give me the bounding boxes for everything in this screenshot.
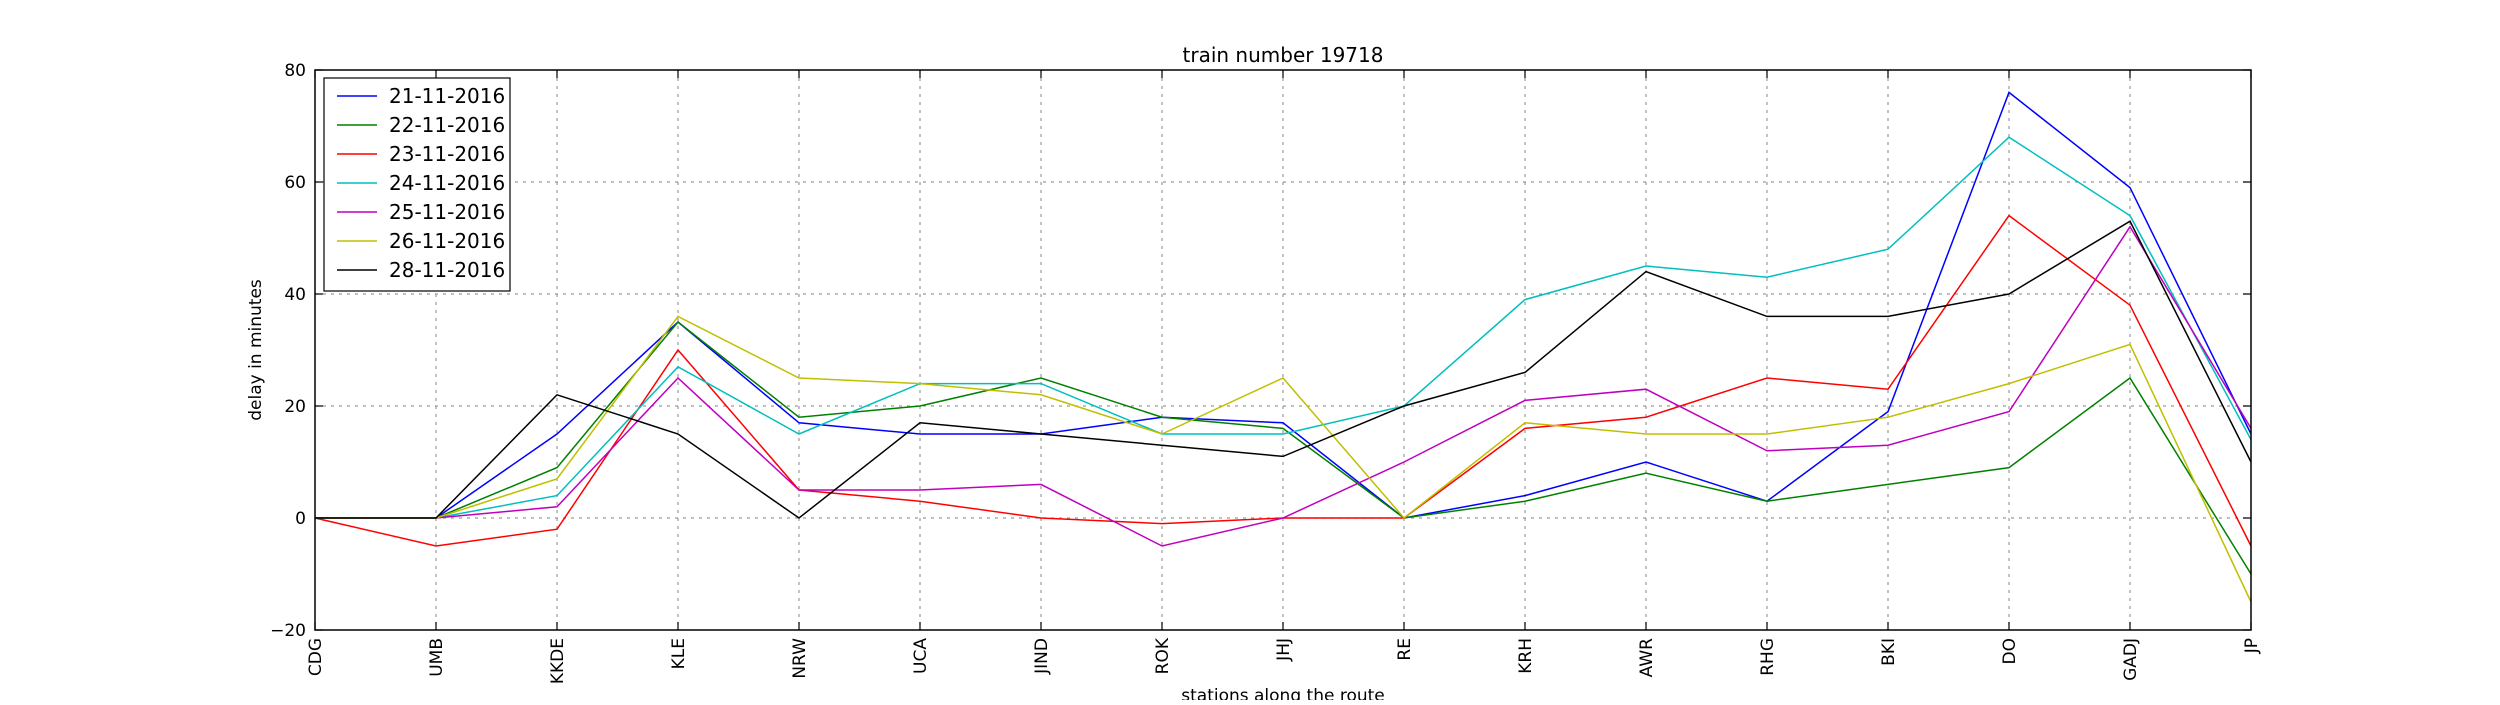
x-tick-label: KLE	[669, 638, 689, 669]
x-tick-label: UCA	[911, 638, 931, 674]
x-tick-label: BKI	[1879, 638, 1899, 666]
grid-lines	[315, 70, 2251, 630]
x-tick-label: UMB	[427, 638, 447, 677]
legend-label: 24-11-2016	[389, 171, 505, 195]
series-line-28-11-2016	[315, 220, 2252, 519]
x-tick-label: RHG	[1758, 638, 1778, 676]
y-tick-label: 40	[284, 285, 306, 305]
series-lines	[314, 91, 2252, 603]
y-tick-label: 20	[284, 397, 306, 417]
x-tick-label: GADJ	[2121, 638, 2141, 681]
x-tick-label: NRW	[790, 638, 810, 679]
x-tick-label: JHJ	[1274, 638, 1294, 662]
x-tick-label: JP	[2242, 638, 2262, 654]
series-line-21-11-2016	[315, 91, 2252, 519]
legend-label: 25-11-2016	[389, 200, 505, 224]
legend-label: 23-11-2016	[389, 142, 505, 166]
y-tick-label: 60	[284, 173, 306, 193]
legend: 21-11-2016 22-11-2016 23-11-2016 24-11-2016…	[323, 77, 511, 292]
y-tick-label: 80	[284, 61, 306, 81]
legend-label: 28-11-2016	[389, 258, 505, 282]
y-tick-label: 0	[295, 509, 306, 529]
x-tick-label: ROK	[1153, 637, 1173, 674]
legend-box	[323, 77, 511, 292]
x-tick-label: KRH	[1516, 638, 1536, 674]
x-tick-label: RE	[1395, 638, 1415, 661]
x-tick-label: JIND	[1032, 638, 1052, 675]
x-tick-label: AWR	[1637, 638, 1657, 678]
x-tick-label: CDG	[306, 638, 326, 676]
y-axis-label: delay in minutes	[246, 279, 266, 421]
x-tick-label: DO	[2000, 638, 2020, 664]
series-line-26-11-2016	[315, 315, 2252, 603]
axis-ticks: −20 0 20 40 60 80 CDG UMB KKDE KLE NRW UCA JIND ROK JH…	[270, 61, 2262, 684]
legend-label: 22-11-2016	[389, 113, 505, 137]
legend-label: 26-11-2016	[389, 229, 505, 253]
legend-label: 21-11-2016	[389, 84, 505, 108]
series-line-24-11-2016	[315, 136, 2252, 519]
x-axis-label: stations along the route	[1181, 686, 1385, 700]
x-tick-label: KKDE	[548, 638, 568, 684]
series-line-25-11-2016	[315, 225, 2252, 547]
chart-title: train number 19718	[1183, 43, 1384, 67]
y-tick-label: −20	[270, 621, 306, 641]
